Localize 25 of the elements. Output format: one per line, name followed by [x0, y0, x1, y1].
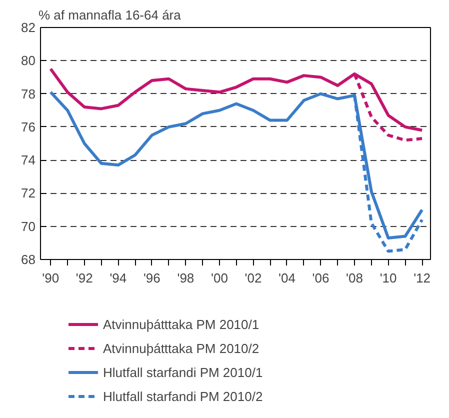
y-tick-label: 78 [21, 86, 36, 102]
y-axis-title: % af mannafla 16-64 ára [38, 8, 182, 22]
x-tick-label: '00 [210, 270, 228, 286]
x-tick-label: '90 [42, 270, 60, 286]
x-tick-label: '98 [177, 270, 194, 286]
legend-label: Hlutfall starfandi PM 2010/1 [103, 364, 263, 380]
x-tick-label: '92 [76, 270, 93, 286]
y-tick-label: 68 [21, 252, 36, 267]
legend-label: Atvinnuþátttaka PM 2010/1 [103, 316, 260, 332]
x-tick-label: '12 [414, 270, 431, 286]
legend-label: Atvinnuþátttaka PM 2010/2 [103, 340, 260, 356]
x-tick-label: '96 [143, 270, 160, 286]
x-tick-label: '02 [244, 270, 262, 286]
x-tick-label: '06 [312, 270, 330, 286]
x-tick-label: '08 [346, 270, 364, 286]
y-tick-label: 80 [21, 53, 36, 68]
legend-label: Hlutfall starfandi PM 2010/2 [103, 388, 263, 404]
y-tick-label: 70 [21, 218, 36, 234]
y-tick-label: 82 [21, 20, 36, 35]
y-tick-label: 72 [21, 186, 36, 201]
x-tick-label: '94 [110, 270, 127, 286]
y-tick-label: 76 [21, 119, 36, 134]
y-tick-label: 74 [21, 152, 36, 168]
x-tick-label: '10 [380, 270, 397, 286]
x-tick-label: '04 [278, 270, 296, 286]
